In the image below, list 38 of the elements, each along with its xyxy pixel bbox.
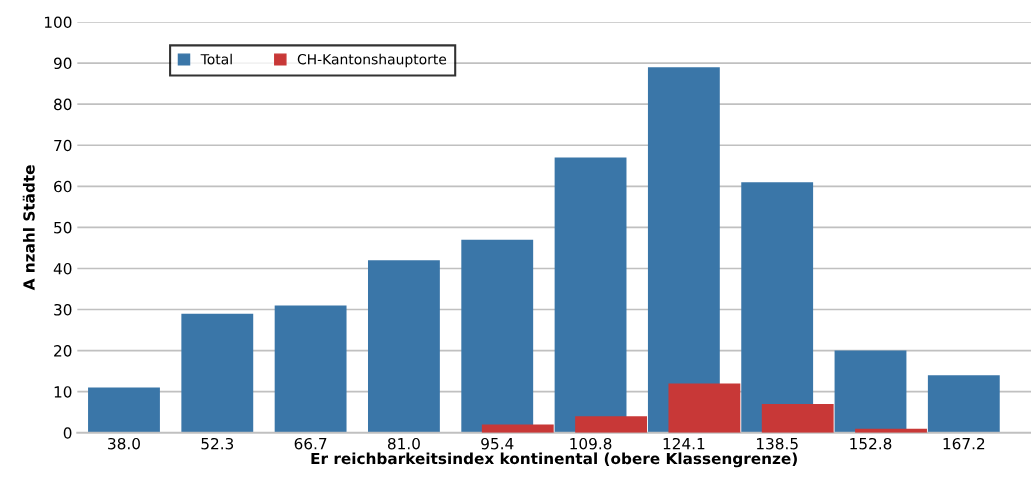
bar bbox=[274, 305, 347, 433]
bar bbox=[554, 157, 627, 433]
y-tick-label: 70 bbox=[54, 139, 72, 152]
x-tick-label: 124.1 bbox=[663, 437, 705, 450]
y-tick-label: 20 bbox=[54, 345, 72, 357]
y-tick-label: 10 bbox=[54, 386, 72, 398]
bar bbox=[741, 182, 814, 433]
y-tick-label: 90 bbox=[53, 57, 72, 70]
x-tick-label: 109.8 bbox=[570, 437, 612, 450]
y-tick-label: 100 bbox=[44, 16, 72, 29]
bar bbox=[927, 375, 1000, 433]
x-axis-title: Er reichbarkeitsindex kontinental (obere Klassengrenze) bbox=[311, 452, 797, 468]
y-tick-label: 0 bbox=[63, 427, 72, 439]
bar bbox=[834, 350, 907, 433]
bar bbox=[647, 67, 720, 433]
x-tick-label: 138.5 bbox=[756, 437, 798, 450]
bar bbox=[668, 383, 741, 433]
x-tick-label: 81.0 bbox=[387, 437, 420, 450]
y-tick-label: 30 bbox=[54, 304, 72, 316]
x-tick-label: 167.2 bbox=[943, 437, 985, 450]
x-tick-label: 52.3 bbox=[201, 437, 234, 450]
bar bbox=[181, 313, 254, 433]
x-tick-label: 66.7 bbox=[294, 437, 327, 450]
bar bbox=[368, 260, 440, 433]
bar bbox=[88, 387, 160, 433]
y-tick-label: 40 bbox=[53, 262, 72, 275]
x-tick-label: 38.0 bbox=[108, 437, 140, 450]
legend-label: Total bbox=[200, 53, 232, 65]
x-tick-label: 152.8 bbox=[850, 437, 892, 450]
y-tick-label: 80 bbox=[54, 98, 72, 111]
y-tick-label: 60 bbox=[54, 180, 72, 193]
bar bbox=[575, 416, 648, 433]
y-tick-label: 50 bbox=[54, 221, 72, 234]
x-tick-label: 95.4 bbox=[481, 437, 514, 450]
legend-label: CH-Kantonshauptorte bbox=[297, 53, 447, 68]
y-axis-title: A nzahl Städte bbox=[22, 165, 35, 291]
bar bbox=[461, 239, 534, 433]
bar bbox=[761, 404, 834, 433]
